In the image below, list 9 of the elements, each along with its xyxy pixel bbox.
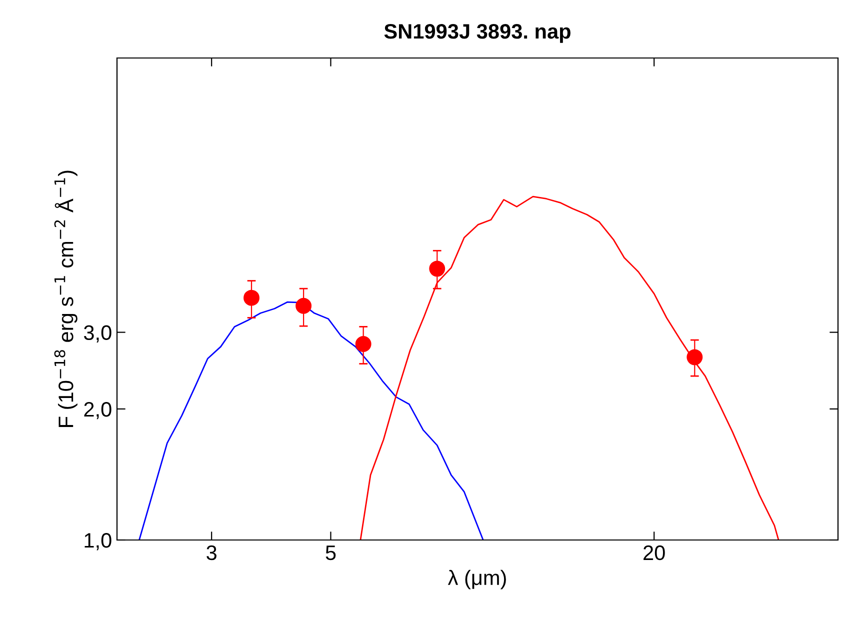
chart-title: SN1993J 3893. nap (384, 24, 570, 43)
x-tick-label: 20 (644, 545, 665, 560)
text: F (10$^{−18}$ erg s$^{−1}$ cm$^{−2}$ Å$^{−1}$) (54, 170, 78, 427)
x-tick-label: 3 (206, 545, 216, 560)
y-tick-label: 3,0 (84, 325, 112, 343)
y-tick-label: 1,0 (84, 533, 112, 550)
x-axis-title: λ (μm) (448, 570, 506, 590)
x-tick-label: 5 (326, 546, 336, 560)
y-tick-label: 2,0 (84, 402, 112, 420)
